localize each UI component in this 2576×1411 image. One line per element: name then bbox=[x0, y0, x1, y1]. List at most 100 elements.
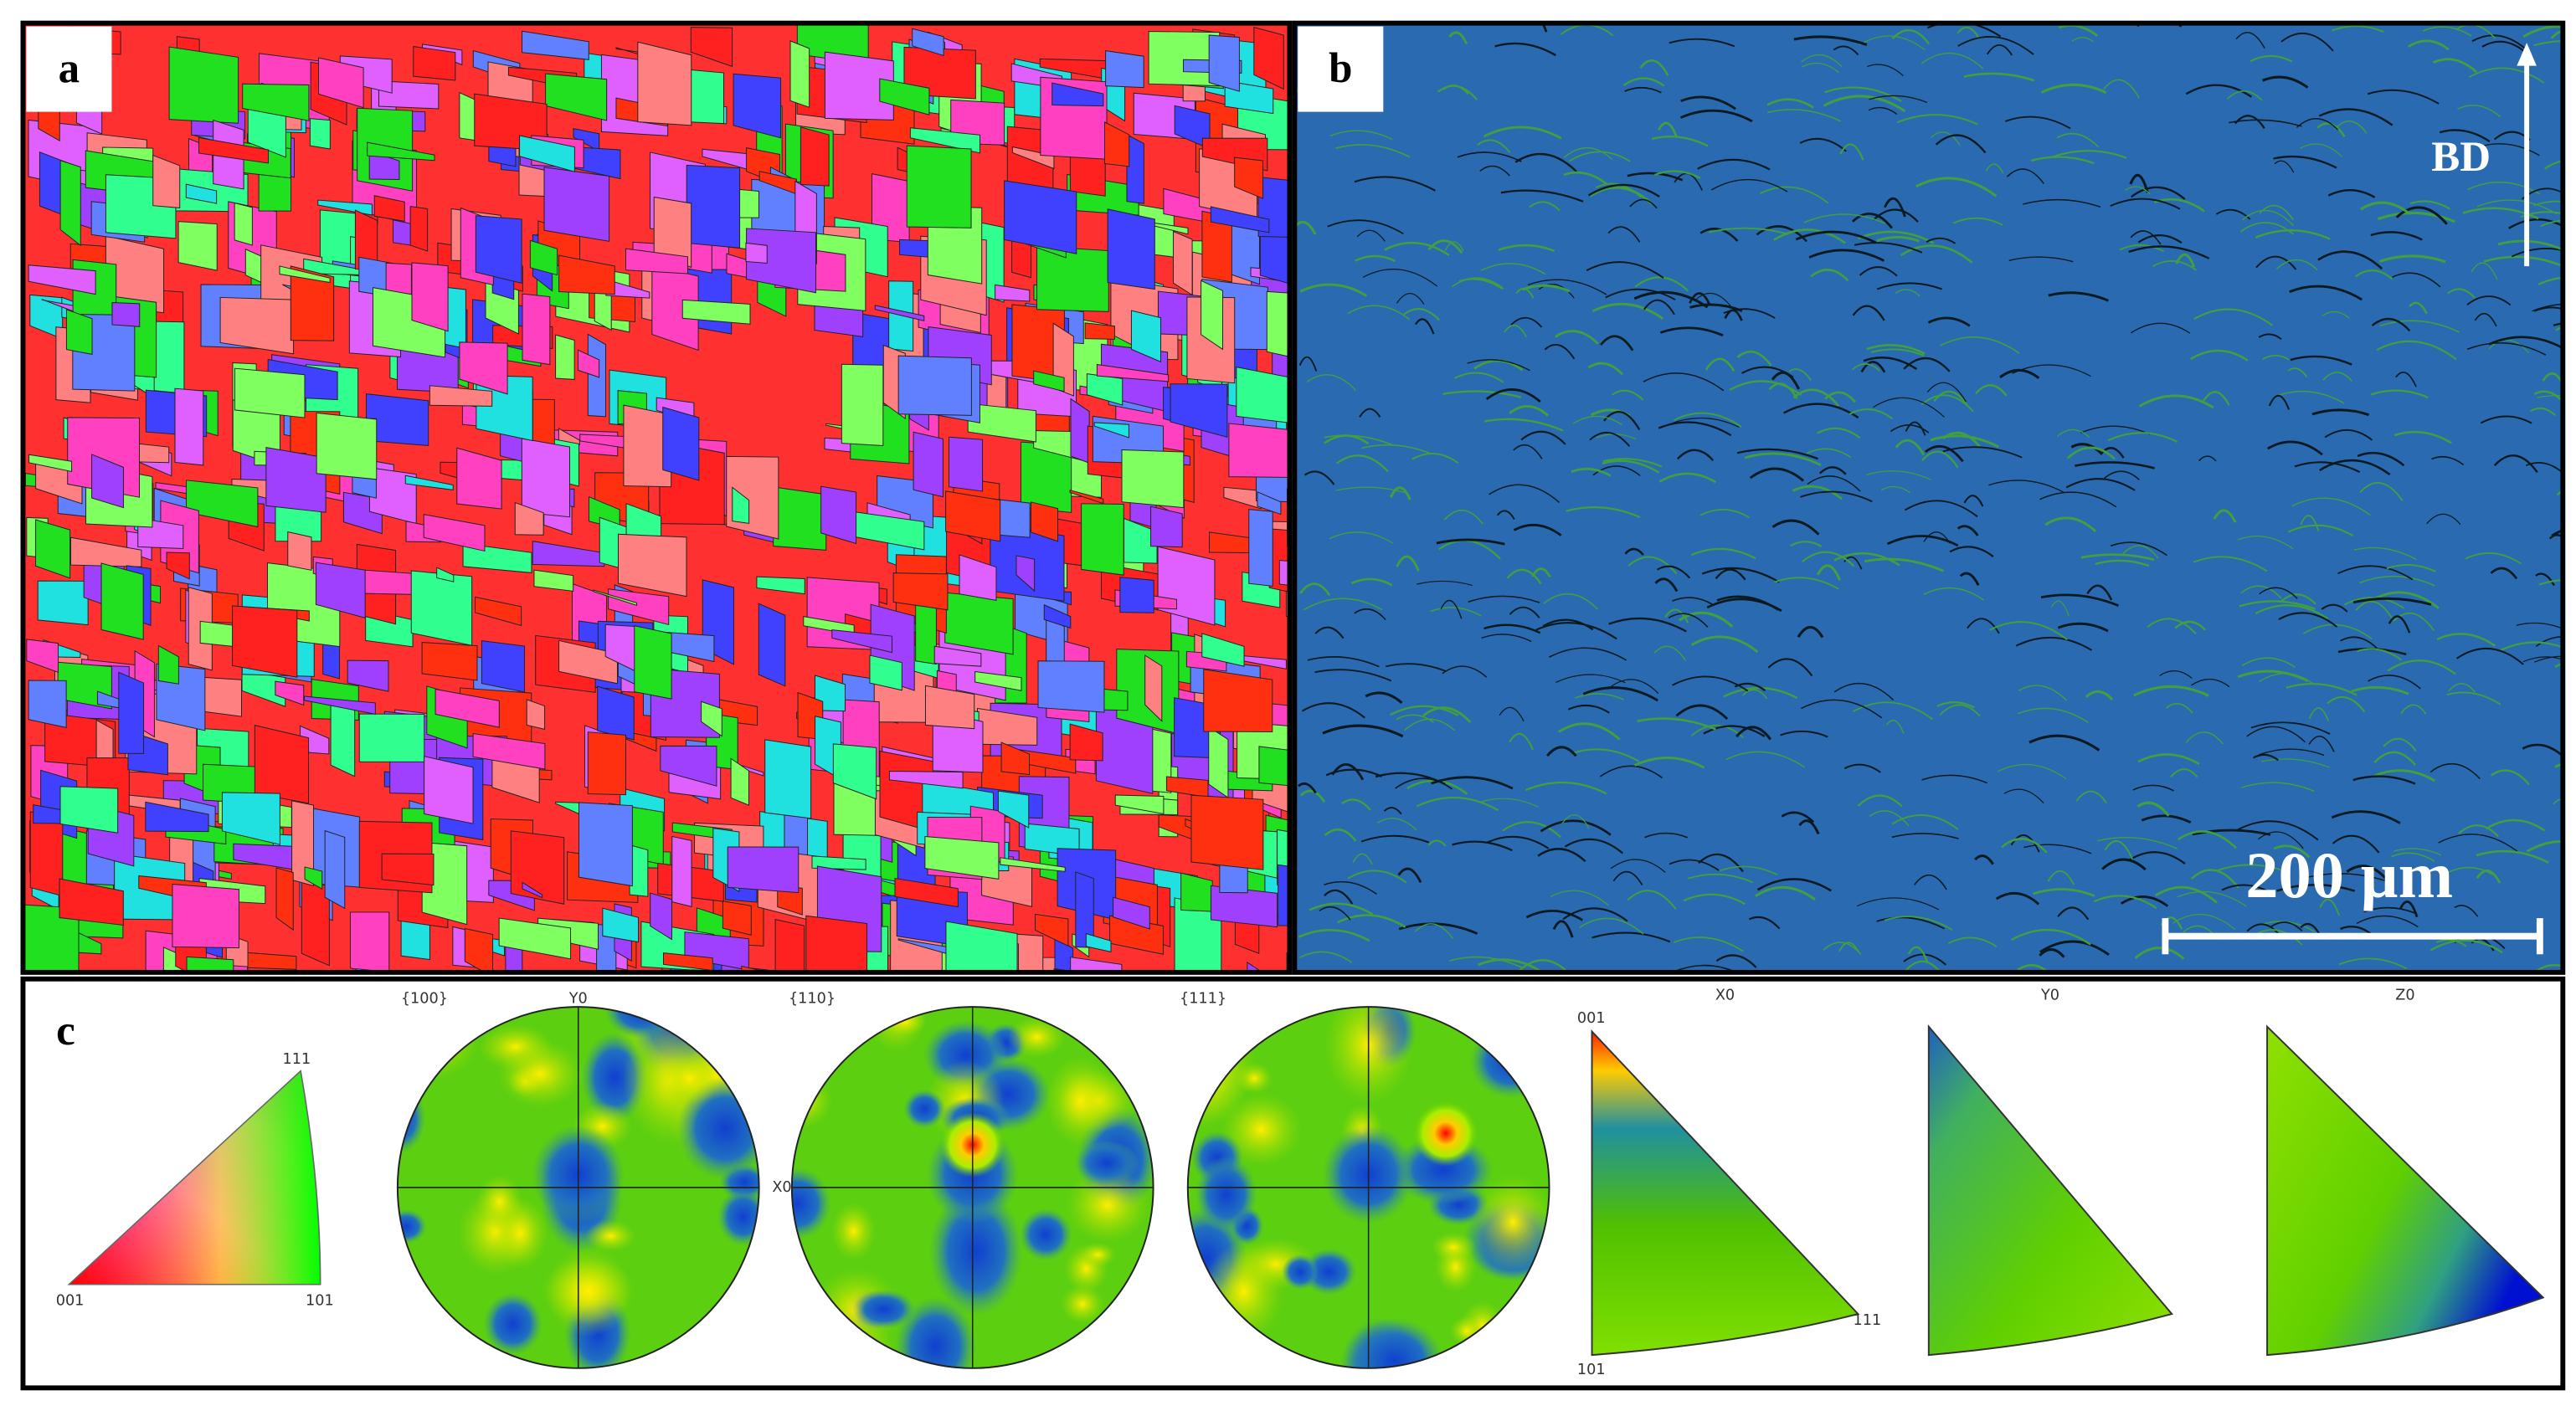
boundary bbox=[1734, 682, 1766, 692]
boundary bbox=[2039, 491, 2117, 508]
boundary bbox=[2300, 922, 2321, 936]
boundary bbox=[2028, 734, 2100, 752]
boundary bbox=[2246, 923, 2280, 936]
boundary bbox=[1314, 626, 1345, 639]
pf-blob bbox=[545, 1246, 631, 1337]
boundary bbox=[2285, 683, 2357, 696]
boundary bbox=[2346, 865, 2388, 881]
grain bbox=[1085, 933, 1112, 952]
direction-label: BD bbox=[2431, 134, 2491, 181]
boundary bbox=[1839, 143, 1864, 161]
grain bbox=[558, 639, 618, 685]
boundary bbox=[2255, 255, 2297, 270]
pf-blob bbox=[483, 1292, 542, 1356]
boundary bbox=[1788, 368, 1812, 382]
boundary bbox=[1759, 186, 1829, 204]
grain bbox=[411, 262, 449, 332]
boundary bbox=[1337, 914, 1406, 928]
boundary bbox=[1736, 350, 1772, 367]
boundary bbox=[1824, 86, 1902, 102]
boundary bbox=[2393, 612, 2435, 632]
boundary bbox=[1701, 567, 1780, 583]
boundary bbox=[1900, 244, 1973, 264]
boundary bbox=[1896, 114, 1978, 126]
boundary bbox=[2338, 957, 2408, 970]
grain bbox=[1234, 156, 1263, 199]
boundary bbox=[1679, 109, 1753, 123]
boundary bbox=[1575, 693, 1624, 700]
boundary bbox=[2241, 657, 2296, 669]
boundary bbox=[1390, 705, 1459, 716]
boundary bbox=[2456, 648, 2524, 665]
boundary bbox=[1557, 722, 1621, 741]
boundary bbox=[2340, 636, 2380, 651]
boundary bbox=[1341, 798, 1371, 811]
boundary bbox=[2240, 585, 2282, 599]
grain bbox=[221, 792, 280, 845]
grain bbox=[730, 757, 749, 806]
boundary bbox=[2058, 24, 2098, 37]
boundary bbox=[2296, 118, 2339, 131]
boundary bbox=[1612, 870, 1643, 885]
boundary bbox=[2165, 703, 2193, 714]
grain bbox=[242, 83, 310, 121]
grain bbox=[903, 46, 976, 100]
boundary bbox=[2287, 367, 2308, 378]
boundary bbox=[1335, 486, 1408, 494]
boundary bbox=[2556, 489, 2563, 496]
boundary bbox=[1396, 555, 1420, 572]
grain bbox=[1004, 180, 1077, 254]
boundary bbox=[1843, 763, 1881, 773]
boundary bbox=[1510, 316, 1543, 328]
boundary bbox=[2104, 470, 2140, 480]
boundary bbox=[1564, 146, 1613, 160]
boundary bbox=[1792, 388, 1839, 407]
boundary bbox=[1411, 453, 1459, 464]
boundary bbox=[1397, 867, 1422, 884]
boundary bbox=[1504, 325, 1527, 338]
axis-label: X0 bbox=[772, 1179, 791, 1196]
grain bbox=[1150, 505, 1183, 548]
grain bbox=[100, 562, 144, 640]
boundary bbox=[1525, 781, 1607, 795]
grain bbox=[275, 867, 294, 931]
boundary bbox=[1299, 283, 1368, 297]
inverse-pole-figure bbox=[1927, 1024, 2174, 1357]
boundary bbox=[2488, 339, 2529, 354]
boundary bbox=[2289, 285, 2363, 301]
grain bbox=[232, 605, 298, 678]
grain bbox=[1113, 896, 1150, 930]
boundary bbox=[2177, 890, 2247, 907]
boundary bbox=[2008, 256, 2074, 263]
grain bbox=[35, 519, 71, 579]
boundary bbox=[2331, 810, 2401, 824]
boundary bbox=[2239, 222, 2294, 235]
boundary bbox=[2015, 636, 2093, 651]
grain bbox=[304, 695, 376, 715]
grain bbox=[28, 264, 96, 295]
grain bbox=[423, 514, 486, 552]
boundary bbox=[2532, 303, 2563, 312]
grain bbox=[1208, 34, 1240, 92]
boundary bbox=[2039, 940, 2110, 957]
boundary bbox=[1715, 568, 1746, 581]
boundary bbox=[1654, 577, 1679, 593]
boundary bbox=[2454, 905, 2479, 917]
boundary bbox=[2409, 200, 2451, 210]
grain bbox=[593, 589, 638, 606]
grain bbox=[347, 659, 389, 692]
boundary bbox=[1499, 706, 1525, 722]
boundary bbox=[2193, 308, 2274, 326]
boundary bbox=[1568, 151, 1631, 162]
boundary bbox=[1303, 470, 1335, 485]
corner-label: 111 bbox=[283, 1051, 311, 1068]
boundary bbox=[2533, 200, 2563, 207]
boundary bbox=[1857, 794, 1903, 808]
boundary bbox=[1926, 237, 1956, 244]
boundary bbox=[2368, 675, 2421, 690]
boundary bbox=[2351, 685, 2409, 695]
boundary bbox=[2279, 593, 2316, 605]
pf-blob bbox=[1007, 1016, 1066, 1059]
grain bbox=[330, 699, 356, 777]
boundary bbox=[1672, 675, 1749, 692]
